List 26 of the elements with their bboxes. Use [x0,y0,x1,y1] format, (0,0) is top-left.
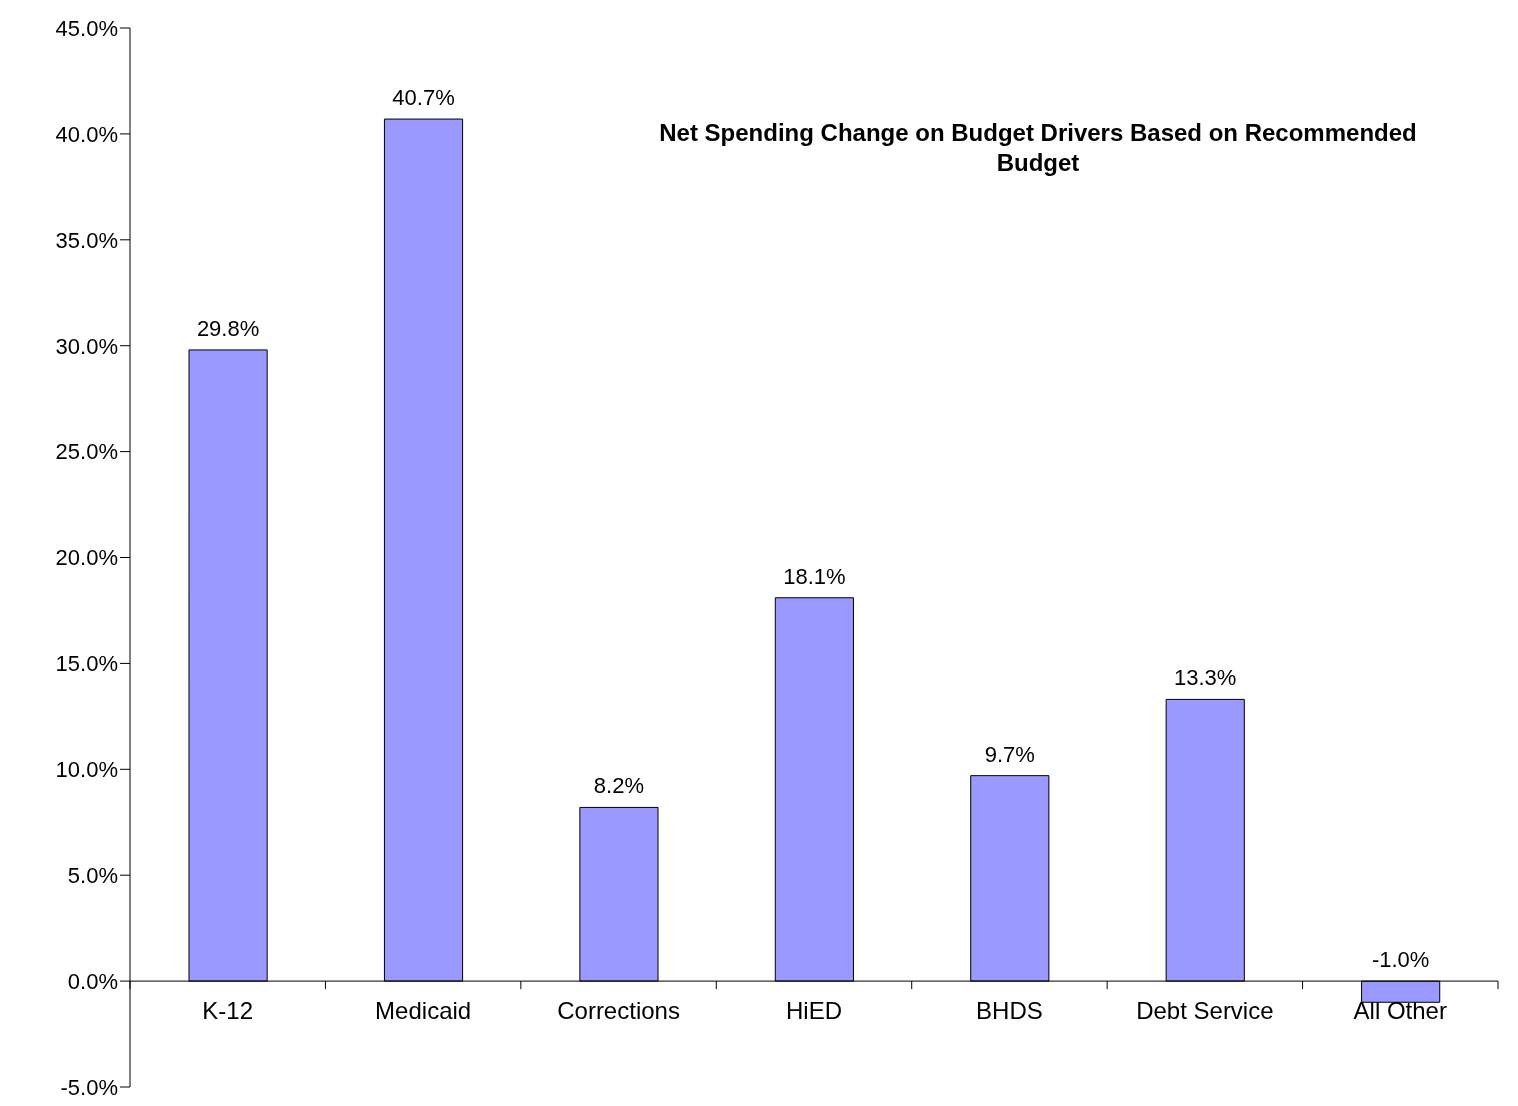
y-tick-label: -5.0% [60,1074,118,1100]
data-label: 29.8% [196,315,260,341]
y-tick-label: 20.0% [55,545,118,571]
y-tick-label: 15.0% [55,651,118,677]
x-tick-label: All Other [1353,997,1447,1025]
y-tick-label: 30.0% [55,333,118,359]
y-tick-label: 25.0% [55,439,118,465]
y-tick-label: 0.0% [67,968,118,994]
y-tick-label: 10.0% [55,757,118,783]
y-tick-label: 45.0% [55,15,118,41]
data-label: -1.0% [1371,947,1430,973]
x-tick-label: K-12 [202,997,254,1025]
x-tick-label: HiED [785,997,843,1025]
x-tick-label: Debt Service [1136,997,1274,1025]
y-tick-label: 40.0% [55,121,118,147]
data-label: 40.7% [392,85,455,111]
y-tick-label: 35.0% [55,227,118,253]
y-tick-label: 5.0% [67,863,118,889]
data-label: 8.2% [593,773,645,799]
data-label: 18.1% [783,563,846,589]
text: Net Spending Change on Budget Drivers Based on Recommended Budget [658,118,1418,178]
x-tick-label: Medicaid [375,997,472,1025]
data-label: 13.3% [1174,665,1237,691]
data-label: 9.7% [984,741,1035,767]
x-tick-label: BHDS [976,997,1043,1025]
x-tick-label: Corrections [557,997,680,1025]
